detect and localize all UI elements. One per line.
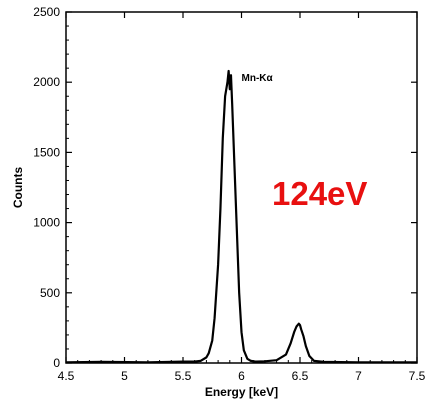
plot-frame	[65, 11, 418, 364]
x-tick-label: 7	[355, 369, 362, 383]
y-tick-label: 1000	[33, 216, 60, 230]
y-axis-label: Counts	[11, 167, 25, 209]
x-tick-label: 4.5	[58, 369, 75, 383]
x-tick-label: 6	[238, 369, 245, 383]
spectrum-line	[65, 69, 417, 364]
y-tick-label: 2000	[33, 75, 60, 89]
y-tick-label: 2500	[33, 5, 60, 19]
peak-annotation: Mn-Kα	[242, 73, 274, 84]
y-tick-label: 0	[53, 356, 60, 370]
x-tick-label: 5	[121, 369, 128, 383]
resolution-label: 124eV	[272, 175, 367, 212]
y-tick-label: 1500	[33, 145, 60, 159]
x-tick-label: 7.5	[409, 369, 426, 383]
y-tick-label: 500	[40, 286, 60, 300]
x-axis-label: Energy [keV]	[205, 385, 278, 399]
x-tick-label: 6.5	[292, 369, 309, 383]
x-tick-label: 5.5	[175, 369, 192, 383]
